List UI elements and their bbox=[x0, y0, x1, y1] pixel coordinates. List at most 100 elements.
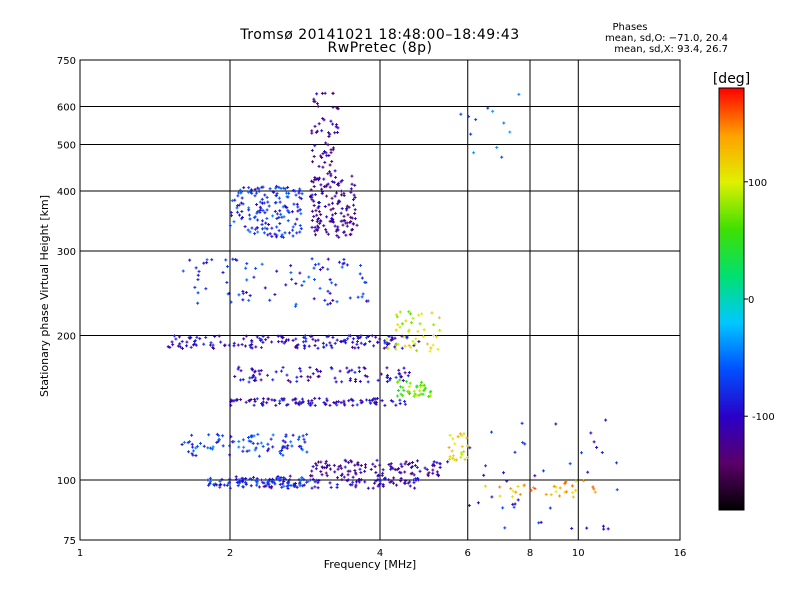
data-point bbox=[260, 262, 264, 266]
data-point bbox=[310, 209, 314, 213]
colorbar-label: [deg] bbox=[713, 71, 750, 87]
data-point bbox=[402, 388, 406, 392]
data-point bbox=[237, 203, 241, 207]
data-point bbox=[407, 329, 411, 333]
data-point bbox=[330, 180, 334, 184]
data-point bbox=[233, 375, 237, 379]
data-point bbox=[326, 131, 330, 135]
data-point bbox=[298, 230, 302, 234]
data-point bbox=[451, 454, 455, 458]
data-point bbox=[205, 261, 209, 265]
data-point bbox=[403, 399, 407, 403]
data-point bbox=[247, 439, 251, 443]
data-point bbox=[315, 228, 319, 232]
data-point bbox=[386, 373, 390, 377]
data-point bbox=[325, 343, 329, 347]
data-point bbox=[333, 376, 337, 380]
data-point bbox=[241, 485, 245, 489]
data-point bbox=[558, 494, 562, 498]
data-point bbox=[415, 349, 419, 353]
data-point bbox=[239, 190, 243, 194]
data-point bbox=[265, 227, 269, 231]
data-point bbox=[232, 220, 236, 224]
data-point bbox=[335, 191, 339, 195]
data-point bbox=[289, 264, 293, 268]
data-point bbox=[356, 462, 360, 466]
data-point bbox=[412, 481, 416, 485]
data-point bbox=[347, 205, 351, 209]
data-point bbox=[326, 232, 330, 236]
data-point bbox=[290, 277, 294, 281]
data-point bbox=[239, 398, 243, 402]
data-point bbox=[347, 461, 351, 465]
data-point bbox=[237, 365, 241, 369]
data-point bbox=[261, 397, 265, 401]
data-point bbox=[274, 403, 278, 407]
data-point bbox=[417, 393, 421, 397]
data-point bbox=[325, 399, 329, 403]
data-point bbox=[296, 437, 300, 441]
data-point bbox=[356, 340, 360, 344]
data-point bbox=[351, 480, 355, 484]
data-point bbox=[400, 346, 404, 350]
data-point bbox=[277, 229, 281, 233]
data-point bbox=[313, 396, 317, 400]
data-point bbox=[196, 301, 200, 305]
data-point bbox=[396, 380, 400, 384]
data-point bbox=[334, 211, 338, 215]
data-point bbox=[312, 154, 316, 158]
data-point bbox=[339, 189, 343, 193]
data-point bbox=[339, 401, 343, 405]
data-point bbox=[313, 193, 317, 197]
data-point bbox=[177, 335, 181, 339]
data-point bbox=[340, 380, 344, 384]
data-point bbox=[281, 186, 285, 190]
data-point bbox=[387, 463, 391, 467]
data-point bbox=[315, 92, 319, 96]
data-point bbox=[365, 375, 369, 379]
data-point bbox=[353, 211, 357, 215]
data-point bbox=[389, 338, 393, 342]
data-point bbox=[372, 481, 376, 485]
data-point bbox=[356, 335, 360, 339]
data-point bbox=[208, 476, 212, 480]
data-point bbox=[321, 341, 325, 345]
data-point bbox=[320, 190, 324, 194]
data-point bbox=[235, 398, 239, 402]
data-point bbox=[271, 214, 275, 218]
colorbar-tick-label: 100 bbox=[748, 178, 767, 189]
data-point bbox=[242, 445, 246, 449]
data-point bbox=[279, 334, 283, 338]
data-point bbox=[306, 375, 310, 379]
data-point bbox=[333, 194, 337, 198]
data-point bbox=[422, 328, 426, 332]
data-point bbox=[331, 218, 335, 222]
data-point bbox=[238, 479, 242, 483]
data-point bbox=[380, 399, 384, 403]
data-point bbox=[265, 401, 269, 405]
data-point bbox=[180, 339, 184, 343]
data-point bbox=[512, 505, 516, 509]
data-point bbox=[278, 401, 282, 405]
data-point bbox=[432, 333, 436, 337]
data-point bbox=[240, 209, 244, 213]
data-point bbox=[357, 366, 361, 370]
data-point bbox=[236, 194, 240, 198]
data-point bbox=[533, 474, 537, 478]
data-point bbox=[260, 197, 264, 201]
data-point bbox=[291, 234, 295, 238]
data-point bbox=[294, 302, 298, 306]
data-point bbox=[371, 462, 375, 466]
data-point bbox=[280, 485, 284, 489]
data-point bbox=[340, 207, 344, 211]
data-point bbox=[208, 446, 212, 450]
data-point bbox=[374, 471, 378, 475]
data-point bbox=[356, 346, 360, 350]
data-point bbox=[278, 451, 282, 455]
data-point bbox=[241, 449, 245, 453]
data-point bbox=[349, 232, 353, 236]
data-point bbox=[342, 257, 346, 261]
data-point bbox=[243, 225, 247, 229]
data-point bbox=[582, 479, 586, 483]
data-point bbox=[397, 368, 401, 372]
